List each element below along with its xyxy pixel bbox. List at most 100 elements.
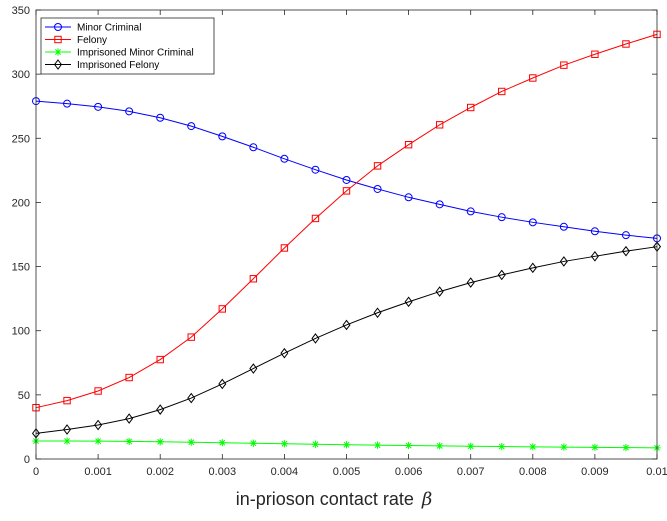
x-tick-label: 0 bbox=[33, 466, 39, 478]
legend-marker-imprisoned-felony bbox=[53, 59, 63, 70]
data-point-felony bbox=[94, 387, 102, 395]
data-point-minor-criminal bbox=[156, 113, 165, 122]
data-point-imprisoned-felony bbox=[187, 392, 196, 404]
y-tick-label: 0 bbox=[24, 454, 30, 466]
x-tick-label: 0.01 bbox=[646, 466, 667, 478]
data-point-imprisoned-minor-criminal bbox=[560, 443, 568, 451]
data-point-imprisoned-felony bbox=[218, 378, 227, 390]
x-axis-title-text: in-prioson contact rate bbox=[236, 489, 414, 509]
x-tick-label: 0.001 bbox=[84, 466, 112, 478]
y-tick-label: 100 bbox=[12, 326, 30, 338]
data-point-minor-criminal bbox=[497, 213, 506, 222]
data-point-minor-criminal bbox=[249, 143, 258, 152]
data-point-imprisoned-minor-criminal bbox=[405, 441, 413, 450]
legend-marker-minor-criminal bbox=[54, 23, 62, 31]
data-point-felony bbox=[311, 214, 320, 223]
data-point-imprisoned-minor-criminal bbox=[342, 441, 351, 449]
y-tick-label: 200 bbox=[12, 197, 30, 209]
data-point-felony bbox=[404, 141, 413, 149]
y-tick-label: 50 bbox=[18, 390, 30, 402]
data-point-imprisoned-minor-criminal bbox=[373, 441, 382, 449]
y-tick-label: 250 bbox=[12, 133, 30, 145]
x-tick-label: 0.007 bbox=[457, 466, 485, 478]
data-point-minor-criminal bbox=[187, 122, 196, 131]
legend-label-imprisoned-minor-criminal: Imprisoned Minor Criminal bbox=[77, 48, 194, 59]
x-tick-label: 0.008 bbox=[519, 466, 547, 478]
data-point-imprisoned-minor-criminal bbox=[187, 438, 195, 446]
data-point-imprisoned-felony bbox=[63, 424, 72, 435]
data-point-felony bbox=[156, 355, 164, 364]
x-tick-label: 0.002 bbox=[146, 466, 174, 478]
x-tick-label: 0.003 bbox=[209, 466, 237, 478]
y-tick-label: 150 bbox=[12, 262, 30, 274]
data-point-felony bbox=[467, 103, 475, 112]
data-point-felony bbox=[622, 40, 630, 48]
data-point-imprisoned-felony bbox=[466, 277, 475, 288]
data-point-felony bbox=[218, 305, 227, 313]
legend-marker-felony bbox=[54, 35, 62, 44]
data-point-minor-criminal bbox=[559, 222, 568, 231]
series-line-felony bbox=[35, 33, 658, 409]
data-point-imprisoned-minor-criminal bbox=[218, 439, 226, 447]
legend-label-minor-criminal: Minor Criminal bbox=[77, 23, 141, 34]
data-point-felony bbox=[125, 373, 133, 382]
data-point-imprisoned-minor-criminal bbox=[63, 437, 71, 445]
series-line-imprisoned-felony bbox=[35, 246, 658, 434]
data-point-minor-criminal bbox=[404, 193, 413, 202]
data-point-imprisoned-felony bbox=[528, 262, 537, 274]
data-point-imprisoned-felony bbox=[559, 256, 568, 267]
series-line-minor-criminal bbox=[35, 100, 658, 239]
data-point-imprisoned-felony bbox=[621, 245, 630, 257]
data-point-felony bbox=[591, 50, 599, 58]
data-point-imprisoned-felony bbox=[342, 319, 351, 331]
data-point-felony bbox=[435, 121, 444, 129]
data-point-minor-criminal bbox=[280, 154, 289, 163]
x-tick-label: 0.009 bbox=[581, 466, 609, 478]
data-point-minor-criminal bbox=[218, 132, 227, 141]
data-point-minor-criminal bbox=[435, 200, 444, 209]
data-point-felony bbox=[63, 396, 71, 405]
series-layer bbox=[31, 30, 662, 452]
data-point-felony bbox=[249, 275, 258, 283]
x-tick-label: 0.004 bbox=[271, 466, 299, 478]
data-point-imprisoned-felony bbox=[497, 269, 506, 281]
data-point-imprisoned-felony bbox=[590, 250, 599, 262]
data-point-imprisoned-felony bbox=[125, 413, 134, 424]
data-point-imprisoned-minor-criminal bbox=[622, 443, 630, 452]
data-point-imprisoned-minor-criminal bbox=[280, 440, 288, 448]
data-point-felony bbox=[529, 74, 537, 82]
data-point-felony bbox=[187, 333, 195, 341]
data-point-imprisoned-felony bbox=[249, 363, 258, 374]
data-point-minor-criminal bbox=[590, 227, 599, 236]
series-minor-criminal bbox=[32, 97, 661, 243]
y-tick-label: 350 bbox=[12, 5, 30, 17]
x-axis-title: in-prioson contact rate β bbox=[236, 489, 433, 510]
y-tick-label: 300 bbox=[12, 69, 30, 81]
data-point-minor-criminal bbox=[373, 184, 382, 193]
data-point-imprisoned-minor-criminal bbox=[311, 440, 320, 448]
series-imprisoned-felony bbox=[31, 241, 662, 439]
legend-label-imprisoned-felony: Imprisoned Felony bbox=[77, 60, 159, 71]
data-point-imprisoned-minor-criminal bbox=[529, 443, 537, 451]
data-point-felony bbox=[560, 61, 568, 69]
data-point-imprisoned-felony bbox=[404, 296, 413, 308]
data-point-imprisoned-felony bbox=[373, 307, 382, 319]
x-axis-title-symbol: β bbox=[421, 489, 432, 510]
data-point-minor-criminal bbox=[621, 231, 630, 240]
data-point-felony bbox=[373, 162, 382, 170]
data-point-felony bbox=[498, 87, 506, 96]
data-point-imprisoned-minor-criminal bbox=[436, 442, 444, 450]
data-point-minor-criminal bbox=[342, 175, 351, 184]
data-point-imprisoned-minor-criminal bbox=[125, 437, 133, 446]
data-point-felony bbox=[280, 244, 289, 252]
data-point-imprisoned-felony bbox=[435, 286, 444, 297]
data-point-imprisoned-minor-criminal bbox=[498, 442, 506, 451]
x-tick-label: 0.006 bbox=[395, 466, 423, 478]
data-point-felony bbox=[342, 187, 351, 195]
data-point-minor-criminal bbox=[125, 107, 134, 116]
data-point-imprisoned-felony bbox=[311, 333, 320, 344]
data-point-imprisoned-felony bbox=[156, 404, 165, 415]
plot-area bbox=[36, 10, 657, 459]
data-point-imprisoned-felony bbox=[94, 419, 103, 431]
